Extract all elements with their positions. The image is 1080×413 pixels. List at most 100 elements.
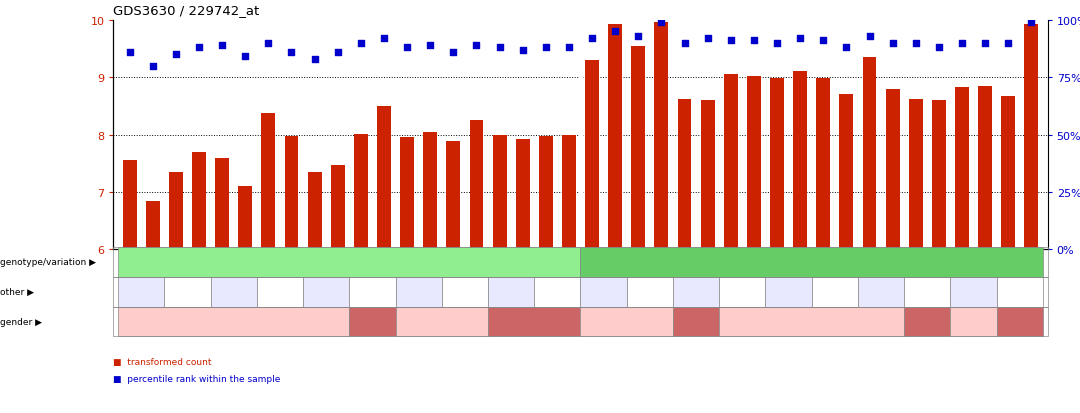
Bar [239,187,252,250]
Bar [793,72,807,250]
Text: pair 28: pair 28 [913,287,942,297]
Text: pair 26: pair 26 [820,287,850,297]
Point [861,33,878,40]
Point [190,45,207,52]
Point [814,38,832,45]
Bar [330,166,345,250]
Point [907,40,924,47]
Text: pair 27: pair 27 [866,287,896,297]
Text: pair 25: pair 25 [774,287,804,297]
Bar [839,95,853,250]
Point [214,43,231,49]
Text: male: male [1009,317,1031,326]
Point [607,29,624,36]
Text: pair 7: pair 7 [406,287,431,297]
Bar [579,21,582,250]
Text: pair 4: pair 4 [268,287,292,297]
Text: male: male [523,317,545,326]
Bar [215,158,229,250]
Point [399,45,416,52]
Text: pair 23: pair 23 [681,287,711,297]
Bar [932,101,946,250]
Bar [446,142,460,250]
Bar [747,77,761,250]
Bar [816,79,831,250]
Bar [585,61,599,250]
Bar [423,133,437,250]
Text: pair 24: pair 24 [728,287,757,297]
Point [237,54,254,61]
Point [676,40,693,47]
Bar [192,152,206,250]
Point [699,36,716,42]
Bar [701,101,715,250]
Bar [284,136,298,250]
Bar [1025,25,1038,250]
Bar [724,75,738,250]
Text: ■  percentile rank within the sample: ■ percentile rank within the sample [113,374,281,383]
Point [445,50,462,56]
Bar [308,173,322,250]
Point [144,63,161,70]
Text: pair 6: pair 6 [361,287,384,297]
Bar [492,135,507,250]
Bar [562,135,576,250]
Text: pair 3: pair 3 [221,287,246,297]
Bar [632,46,645,250]
Point [514,47,531,54]
Text: pair 11: pair 11 [497,287,526,297]
Point [976,40,994,47]
Point [792,36,809,42]
Text: pair 20: pair 20 [589,287,619,297]
Bar [168,173,183,250]
Text: gender ▶: gender ▶ [0,317,42,326]
Bar [909,100,922,250]
Point [259,40,276,47]
Bar [400,138,414,250]
Text: monozygotic twin: monozygotic twin [303,257,395,267]
Text: dizygotic twin: dizygotic twin [775,257,848,267]
Text: ■  transformed count: ■ transformed count [113,357,212,366]
Text: male: male [361,317,383,326]
Point [583,36,600,42]
Text: female: female [427,317,458,326]
Bar [1001,96,1015,250]
Point [745,38,762,45]
Point [930,45,947,52]
Bar [261,114,275,250]
Point [352,40,369,47]
Text: pair 2: pair 2 [175,287,200,297]
Text: pair 5: pair 5 [314,287,338,297]
Point [1023,20,1040,26]
Point [283,50,300,56]
Text: female: female [218,317,249,326]
Bar [770,79,784,250]
Point [329,50,347,56]
Text: pair 12: pair 12 [542,287,572,297]
Text: pair 21: pair 21 [635,287,664,297]
Point [468,43,485,49]
Text: genotype/variation ▶: genotype/variation ▶ [0,258,96,267]
Bar [516,140,529,250]
Point [630,33,647,40]
Point [421,43,438,49]
Text: female: female [796,317,827,326]
Bar [608,25,622,250]
Text: GDS3630 / 229742_at: GDS3630 / 229742_at [113,4,259,17]
Point [838,45,855,52]
Point [306,56,323,63]
Bar [354,135,368,250]
Bar [955,88,969,250]
Point [885,40,902,47]
Text: pair 8: pair 8 [453,287,477,297]
Point [561,45,578,52]
Point [376,36,393,42]
Point [1000,40,1017,47]
Point [768,40,785,47]
Bar [539,136,553,250]
Bar [654,23,669,250]
Bar [146,201,160,250]
Text: male: male [685,317,707,326]
Text: pair 1: pair 1 [129,287,153,297]
Point [121,50,138,56]
